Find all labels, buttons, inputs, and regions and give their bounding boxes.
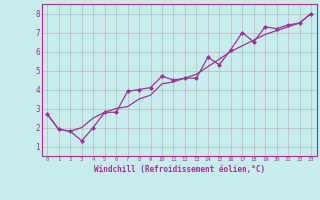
X-axis label: Windchill (Refroidissement éolien,°C): Windchill (Refroidissement éolien,°C) [94,165,265,174]
